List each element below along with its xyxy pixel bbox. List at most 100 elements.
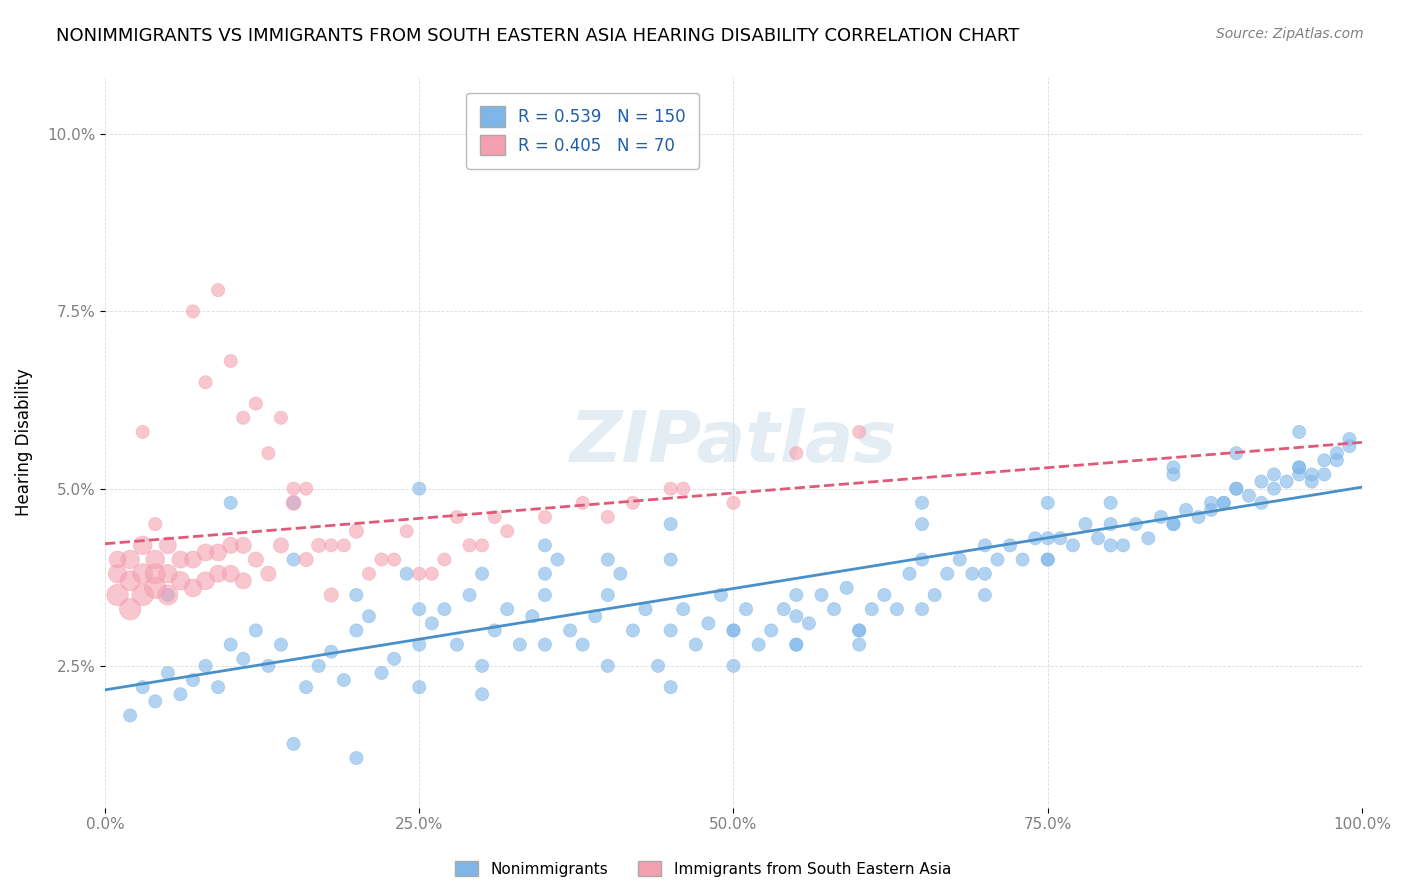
Point <box>321 538 343 552</box>
Legend: R = 0.539   N = 150, R = 0.405   N = 70: R = 0.539 N = 150, R = 0.405 N = 70 <box>467 93 699 169</box>
Point <box>1313 453 1336 467</box>
Point <box>723 624 745 638</box>
Point <box>1175 503 1198 517</box>
Text: NONIMMIGRANTS VS IMMIGRANTS FROM SOUTH EASTERN ASIA HEARING DISABILITY CORRELATI: NONIMMIGRANTS VS IMMIGRANTS FROM SOUTH E… <box>56 27 1019 45</box>
Point <box>973 566 995 581</box>
Point <box>848 638 870 652</box>
Point <box>1339 432 1361 446</box>
Point <box>949 552 972 566</box>
Point <box>1125 517 1147 532</box>
Point <box>911 496 934 510</box>
Point <box>723 496 745 510</box>
Point <box>1036 496 1059 510</box>
Point <box>534 510 557 524</box>
Point <box>458 538 481 552</box>
Point <box>257 659 280 673</box>
Point <box>1212 496 1234 510</box>
Point <box>1237 489 1260 503</box>
Point <box>484 624 506 638</box>
Point <box>748 638 770 652</box>
Point <box>1250 496 1272 510</box>
Point <box>1112 538 1135 552</box>
Point <box>382 552 405 566</box>
Point <box>1024 531 1046 545</box>
Point <box>245 552 267 566</box>
Point <box>120 602 142 616</box>
Point <box>1199 503 1222 517</box>
Point <box>1199 496 1222 510</box>
Point <box>357 566 380 581</box>
Y-axis label: Hearing Disability: Hearing Disability <box>15 368 32 516</box>
Point <box>723 624 745 638</box>
Point <box>911 517 934 532</box>
Point <box>194 376 217 390</box>
Point <box>446 510 468 524</box>
Point <box>936 566 959 581</box>
Point <box>924 588 946 602</box>
Point <box>181 304 204 318</box>
Point <box>321 645 343 659</box>
Point <box>420 566 443 581</box>
Point <box>219 354 242 368</box>
Point <box>408 638 430 652</box>
Point <box>471 566 494 581</box>
Point <box>772 602 794 616</box>
Point <box>194 659 217 673</box>
Point <box>420 616 443 631</box>
Text: ZIPatlas: ZIPatlas <box>569 408 897 477</box>
Point <box>1187 510 1209 524</box>
Point <box>1301 475 1323 489</box>
Point <box>1263 482 1285 496</box>
Point <box>1212 496 1234 510</box>
Point <box>321 588 343 602</box>
Point <box>295 552 318 566</box>
Point <box>534 588 557 602</box>
Point <box>219 566 242 581</box>
Point <box>181 552 204 566</box>
Point <box>986 552 1008 566</box>
Point <box>534 538 557 552</box>
Point <box>558 624 581 638</box>
Point <box>107 588 129 602</box>
Point <box>911 552 934 566</box>
Point <box>962 566 984 581</box>
Point <box>120 552 142 566</box>
Point <box>156 588 179 602</box>
Point <box>181 673 204 687</box>
Point <box>344 624 367 638</box>
Point <box>1036 552 1059 566</box>
Point <box>522 609 544 624</box>
Point <box>1301 467 1323 482</box>
Point <box>232 652 254 666</box>
Point <box>621 496 644 510</box>
Point <box>672 482 695 496</box>
Point <box>1137 531 1160 545</box>
Point <box>785 609 807 624</box>
Point <box>232 574 254 588</box>
Point <box>848 624 870 638</box>
Point <box>621 624 644 638</box>
Point <box>156 588 179 602</box>
Point <box>659 517 682 532</box>
Point <box>131 566 153 581</box>
Point <box>333 538 356 552</box>
Point <box>1225 482 1247 496</box>
Point <box>1049 531 1071 545</box>
Point <box>156 538 179 552</box>
Point <box>761 624 783 638</box>
Point <box>283 552 305 566</box>
Point <box>886 602 908 616</box>
Point <box>471 538 494 552</box>
Point <box>785 446 807 460</box>
Point <box>596 588 619 602</box>
Point <box>797 616 820 631</box>
Point <box>1163 517 1185 532</box>
Point <box>1326 446 1348 460</box>
Point <box>1036 552 1059 566</box>
Point <box>1163 517 1185 532</box>
Point <box>107 552 129 566</box>
Point <box>697 616 720 631</box>
Point <box>283 482 305 496</box>
Text: Source: ZipAtlas.com: Source: ZipAtlas.com <box>1216 27 1364 41</box>
Point <box>1339 439 1361 453</box>
